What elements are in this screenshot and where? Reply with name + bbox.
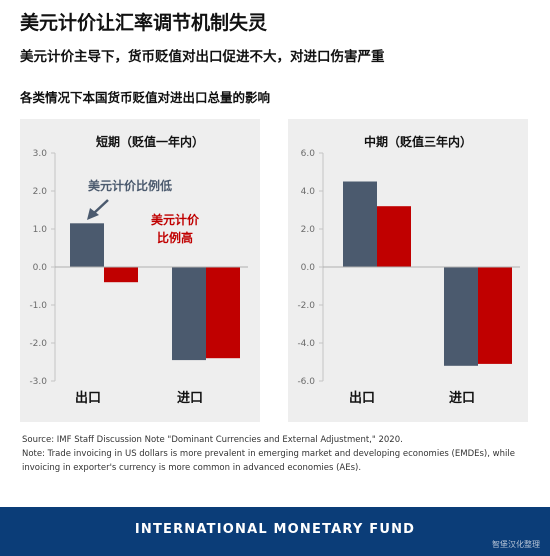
annotation-usd-low: 美元计价比例低 [88,178,172,193]
bar-usd-low-export [343,181,377,267]
y-tick-label: 3.0 [33,149,48,159]
y-tick-label: 1.0 [33,225,48,235]
category-label: 出口 [75,390,101,406]
annotation-arrow-line [92,199,109,215]
panel-title-2: 中期（贬值三年内） [364,134,472,149]
category-label: 进口 [449,391,475,406]
y-tick-label: -2.0 [29,339,47,349]
panel-title-1: 短期（贬值一年内） [96,134,204,149]
figure-title: 各类情况下本国货币贬值对进出口总量的影响 [20,90,271,105]
category-label: 出口 [349,390,375,406]
note-line-2: invoicing in exporter's currency is more… [22,463,362,473]
bar-usd-high-export [104,267,138,283]
y-tick-label: 2.0 [33,187,48,197]
footer-bar: INTERNATIONAL MONETARY FUND 智堡汉化整理 [0,507,550,556]
y-tick-label: -6.0 [297,377,315,387]
y-tick-label: 0.0 [301,263,316,273]
note-line-1: Note: Trade invoicing in US dollars is m… [22,449,515,459]
bar-usd-high-import [206,267,240,359]
charts-canvas: 短期（贬值一年内） 3.0 2.0 1.0 0.0 -1.0 -2.0 -3.0 出口 进口 美元计… [29,134,520,406]
annotation-arrow-head [87,208,99,220]
watermark: 智堡汉化整理 [492,540,540,549]
source-text: Source: IMF Staff Discussion Note "Domin… [22,435,403,445]
annotation-usd-high-line2: 比例高 [157,230,193,245]
y-tick-label: -1.0 [29,301,47,311]
bar-usd-high-import [478,267,512,364]
category-label: 进口 [177,391,203,406]
y-tick-label: 2.0 [301,225,316,235]
y-tick-label: -3.0 [29,377,47,387]
page-subtitle: 美元计价主导下，货币贬值对出口促进不大，对进口伤害严重 [20,49,385,65]
page-title: 美元计价让汇率调节机制失灵 [20,12,268,34]
imf-logo-text: INTERNATIONAL MONETARY FUND [134,522,416,537]
y-tick-label: 6.0 [301,149,316,159]
annotation-usd-high-line1: 美元计价 [151,212,200,227]
y-tick-label: 4.0 [301,187,316,197]
y-tick-label: -2.0 [297,301,315,311]
y-tick-label: -4.0 [297,339,315,349]
source-notes: Source: IMF Staff Discussion Note "Domin… [22,433,532,475]
y-tick-label: 0.0 [33,263,48,273]
bar-usd-high-export [377,206,411,267]
bar-usd-low-import [444,267,478,366]
bar-usd-low-import [172,267,206,361]
bar-usd-low-export [70,223,104,267]
